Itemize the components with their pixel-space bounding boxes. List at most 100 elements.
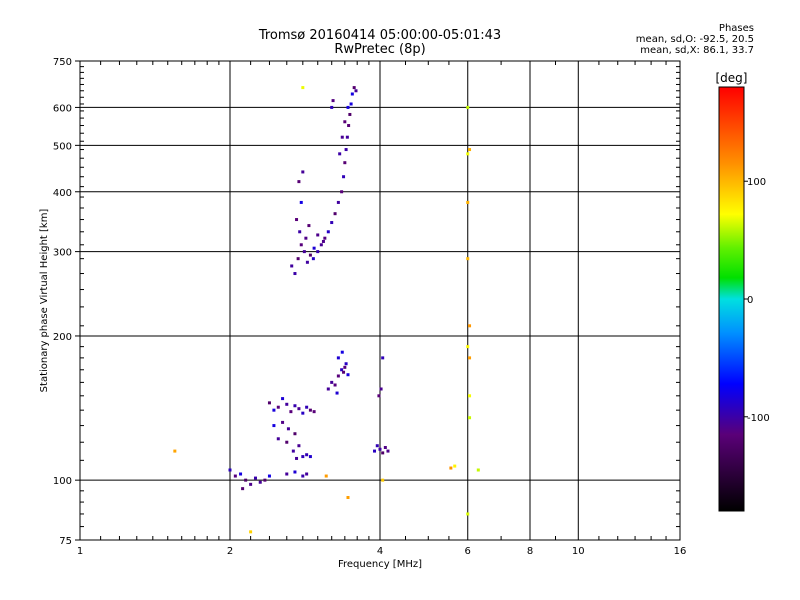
data-point (285, 472, 289, 476)
data-point (299, 200, 303, 204)
data-point (272, 424, 276, 428)
data-point (468, 324, 472, 328)
data-point (336, 200, 340, 204)
data-point (305, 405, 309, 409)
phase-stats-x: mean, sd,X: 86.1, 33.7 (640, 45, 754, 56)
data-point (476, 468, 480, 472)
data-point (323, 236, 327, 240)
data-point (466, 257, 470, 261)
data-point (468, 356, 472, 360)
y-tick-label: 300 (53, 248, 72, 259)
data-point (331, 99, 335, 103)
chart-subtitle: RwPretec (8p) (334, 42, 426, 57)
data-point (348, 112, 352, 116)
y-tick-label: 600 (53, 103, 72, 114)
data-point (276, 405, 280, 409)
data-point (466, 105, 470, 109)
data-point (304, 236, 308, 240)
data-point (244, 478, 248, 482)
data-point (349, 102, 353, 106)
x-axis-label: Frequency [MHz] (338, 559, 422, 570)
data-point (326, 230, 330, 234)
x-tick-label: 1 (77, 546, 83, 557)
data-point (468, 148, 472, 152)
data-point (330, 221, 334, 225)
data-point (378, 447, 382, 451)
data-point (343, 120, 347, 124)
data-point (233, 474, 237, 478)
data-point (350, 92, 354, 96)
data-point (289, 410, 293, 414)
data-point (468, 394, 472, 398)
data-point (286, 427, 290, 431)
data-point (343, 365, 347, 369)
data-point (297, 407, 301, 411)
x-tick-label: 2 (227, 546, 233, 557)
data-point (296, 257, 300, 261)
data-point (298, 230, 302, 234)
data-point (305, 453, 309, 457)
data-point (308, 253, 312, 257)
data-point (335, 391, 339, 395)
data-point (321, 239, 325, 243)
y-tick-label: 400 (53, 188, 72, 199)
data-point (340, 368, 344, 372)
data-point (293, 432, 297, 436)
data-point (340, 350, 344, 354)
data-point (375, 444, 379, 448)
y-tick-label: 500 (53, 141, 72, 152)
y-tick-label: 200 (53, 332, 72, 343)
data-point (354, 89, 358, 93)
data-point (343, 161, 347, 165)
data-point (285, 402, 289, 406)
data-point (295, 218, 299, 222)
data-point (308, 408, 312, 412)
data-point (267, 401, 271, 405)
data-point (336, 356, 340, 360)
data-point (352, 86, 356, 90)
data-point (336, 374, 340, 378)
x-tick-label: 6 (465, 546, 471, 557)
y-tick-label: 75 (59, 536, 72, 547)
data-point (379, 387, 383, 391)
data-point (340, 190, 344, 194)
data-point (285, 440, 289, 444)
data-point (377, 394, 381, 398)
y-tick-label: 750 (53, 57, 72, 68)
chart-title: Tromsø 20160414 05:00:00-05:01:43 (258, 28, 502, 43)
data-point (249, 482, 253, 486)
data-point (312, 246, 316, 250)
data-point (466, 152, 470, 156)
phase-stats-o: mean, sd,O: -92.5, 20.5 (635, 34, 754, 45)
data-point (301, 411, 305, 415)
data-point (281, 397, 285, 401)
data-point (291, 449, 295, 453)
data-point (249, 530, 253, 534)
data-point (319, 243, 323, 247)
data-point (466, 345, 470, 349)
data-point (316, 250, 320, 254)
data-point (258, 480, 262, 484)
data-point (383, 445, 387, 449)
data-point (290, 264, 294, 268)
data-point (297, 180, 301, 184)
data-point (305, 472, 309, 476)
data-point (381, 478, 385, 482)
data-point (241, 487, 245, 491)
data-point (307, 224, 311, 228)
data-point (468, 416, 472, 420)
data-point (330, 380, 334, 384)
data-point (276, 437, 280, 441)
data-point (302, 250, 306, 254)
x-tick-label: 10 (572, 546, 585, 557)
data-point (293, 470, 297, 474)
data-point (293, 404, 297, 408)
data-point (342, 175, 346, 179)
data-point (301, 455, 305, 459)
data-point (301, 170, 305, 174)
x-tick-label: 4 (377, 546, 383, 557)
data-point (316, 233, 320, 237)
data-point (228, 468, 232, 472)
data-point (466, 200, 470, 204)
